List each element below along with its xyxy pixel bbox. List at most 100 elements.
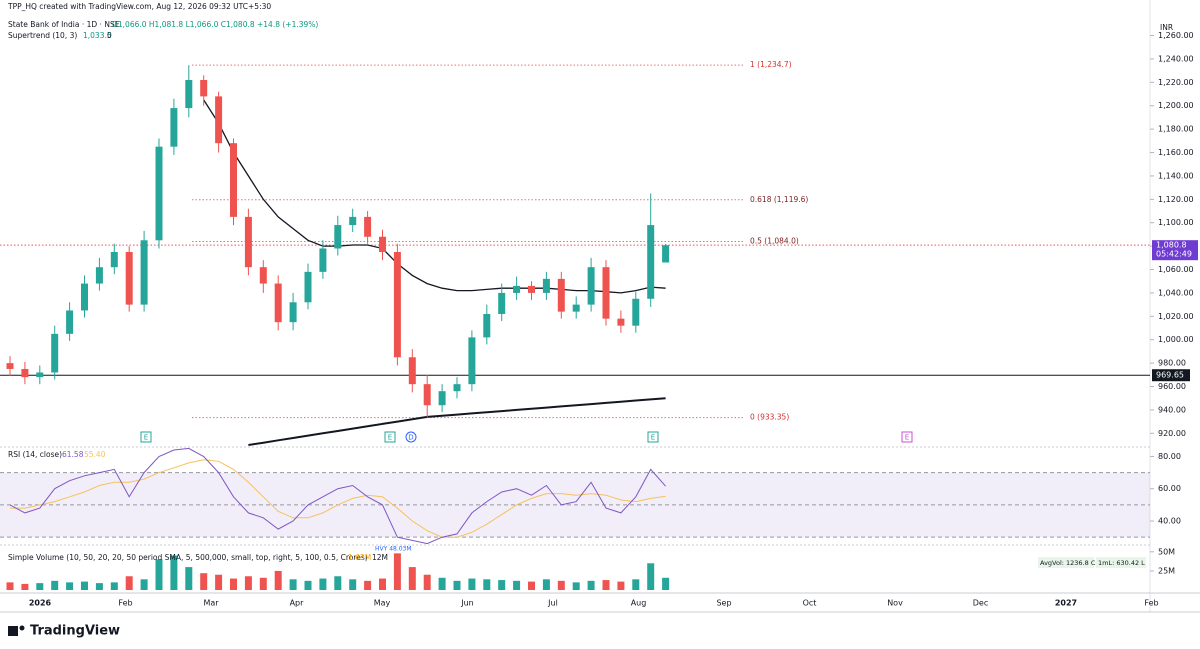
volume-bar bbox=[170, 555, 178, 590]
candle-body bbox=[140, 240, 148, 305]
y-tick-label: 1,200.00 bbox=[1158, 101, 1194, 110]
legend-value: 55.40 bbox=[84, 450, 106, 459]
volume-bar bbox=[542, 579, 550, 590]
volume-bar bbox=[215, 574, 223, 590]
candle-body bbox=[453, 384, 461, 392]
volume-bar bbox=[110, 582, 118, 590]
event-label: E bbox=[905, 434, 909, 442]
volume-bar bbox=[155, 559, 163, 590]
candle-body bbox=[498, 292, 506, 314]
candle-body bbox=[81, 283, 88, 311]
legend-value: 61.58 bbox=[62, 450, 84, 459]
candle-body bbox=[393, 251, 401, 358]
pane-title: RSI (14, close) bbox=[8, 450, 62, 459]
volume-bar bbox=[662, 577, 670, 590]
volume-bar bbox=[274, 570, 282, 590]
volume-bar bbox=[66, 582, 74, 590]
x-tick-label: Aug bbox=[631, 599, 647, 608]
event-label: D bbox=[408, 434, 413, 442]
fib-label: 0 (933.35) bbox=[750, 413, 789, 422]
y-tick-label: 1,120.00 bbox=[1158, 195, 1194, 204]
x-tick-label: Dec bbox=[973, 599, 988, 608]
volume-bar bbox=[289, 579, 297, 590]
candle-body bbox=[274, 283, 282, 323]
event-marker bbox=[405, 431, 417, 443]
candle-body bbox=[155, 146, 163, 241]
candle-body bbox=[408, 357, 416, 385]
event-marker bbox=[384, 431, 396, 443]
y-tick-label: 25M bbox=[1158, 566, 1175, 575]
event-label: E bbox=[651, 434, 655, 442]
volume-bar bbox=[230, 578, 237, 590]
candle-body bbox=[528, 285, 535, 293]
x-tick-label: Nov bbox=[887, 599, 903, 608]
hline-label: 969.65 bbox=[1156, 371, 1184, 380]
volume-bar bbox=[617, 581, 625, 590]
candle-body bbox=[51, 333, 59, 373]
y-tick-label: 1,020.00 bbox=[1158, 312, 1194, 321]
volume-average: 12M bbox=[372, 553, 388, 562]
volume-bar bbox=[51, 580, 59, 590]
candle-body bbox=[110, 251, 118, 268]
candle-body bbox=[6, 363, 14, 369]
candle-body bbox=[587, 267, 595, 305]
event-marker bbox=[140, 431, 152, 443]
ohlc: O1,066.0 H1,081.8 L1,066.0 C1,080.8 +14.… bbox=[112, 20, 318, 29]
candle-body bbox=[36, 372, 44, 378]
volume-current: 1.63M bbox=[348, 553, 371, 562]
candle-body bbox=[319, 248, 327, 272]
candle-body bbox=[602, 267, 610, 319]
volume-bar bbox=[379, 578, 386, 590]
fib-label: 0.5 (1,084.0) bbox=[750, 236, 799, 245]
volume-bar bbox=[140, 579, 148, 590]
hline-badge bbox=[1152, 369, 1190, 382]
volume-bar bbox=[393, 553, 401, 590]
logo: TradingView bbox=[8, 624, 120, 639]
candle-body bbox=[557, 278, 565, 312]
volume-bar bbox=[587, 580, 595, 590]
currency: INR bbox=[1160, 23, 1173, 32]
volume-bar bbox=[36, 583, 44, 590]
y-tick-label: 1,140.00 bbox=[1158, 171, 1194, 180]
event-marker bbox=[647, 431, 659, 443]
volume-bar bbox=[468, 578, 476, 590]
rsi-line bbox=[9, 447, 666, 545]
candle-body bbox=[513, 285, 521, 293]
candle-body bbox=[662, 245, 670, 263]
volume-bar bbox=[453, 580, 461, 590]
volume-bar bbox=[334, 576, 342, 590]
y-tick-label: 80.00 bbox=[1158, 452, 1181, 461]
rsi-line bbox=[10, 459, 666, 538]
footer: TradingView bbox=[30, 624, 120, 639]
y-tick-label: 1,180.00 bbox=[1158, 125, 1194, 134]
volume-bar bbox=[304, 580, 312, 590]
y-tick-label: 1,220.00 bbox=[1158, 78, 1194, 87]
candle-body bbox=[304, 271, 312, 303]
volume-bar bbox=[438, 577, 446, 590]
volume-bar bbox=[647, 563, 655, 590]
volume-bar bbox=[259, 577, 267, 590]
last-price-label: 1,080.8 bbox=[1156, 241, 1187, 250]
candle-body bbox=[647, 225, 655, 299]
candle-body bbox=[468, 337, 476, 385]
volume-bar bbox=[498, 580, 506, 590]
x-tick-label: Feb bbox=[1144, 599, 1158, 608]
candle-body bbox=[572, 304, 580, 312]
y-tick-label: 920.00 bbox=[1158, 429, 1186, 438]
y-tick-label: 1,100.00 bbox=[1158, 218, 1194, 227]
volume-bar bbox=[125, 576, 133, 590]
volume-bar bbox=[364, 580, 372, 590]
volume-bar bbox=[632, 579, 640, 590]
candle-body bbox=[438, 391, 446, 406]
volume-bar bbox=[528, 581, 535, 590]
x-tick-label: 2027 bbox=[1055, 599, 1077, 608]
candle-body bbox=[244, 216, 252, 268]
volume-bar bbox=[185, 567, 193, 590]
x-tick-label: May bbox=[374, 599, 391, 608]
y-tick-label: 50M bbox=[1158, 547, 1175, 556]
x-tick-label: Feb bbox=[118, 599, 132, 608]
candle-body bbox=[185, 80, 193, 109]
fib-label: 0.618 (1,119.6) bbox=[750, 195, 808, 204]
candle-body bbox=[423, 384, 431, 406]
